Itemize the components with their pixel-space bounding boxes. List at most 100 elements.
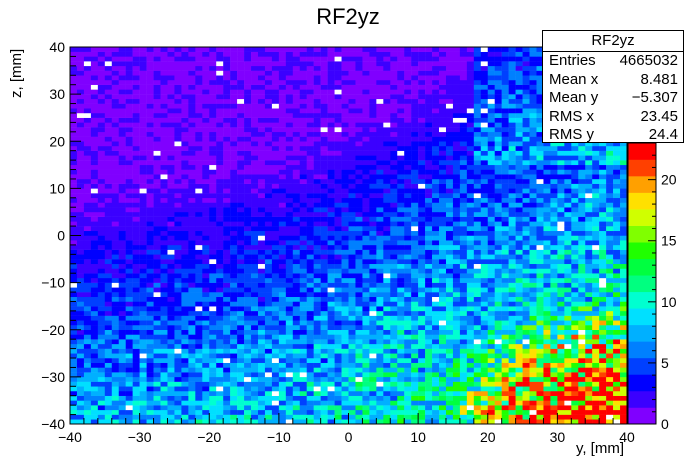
heatmap-cell — [606, 273, 614, 279]
heatmap-cell — [271, 230, 280, 236]
heatmap-cell — [146, 155, 154, 161]
heatmap-cell — [466, 216, 475, 222]
heatmap-cell — [564, 145, 572, 151]
heatmap-cell — [501, 221, 509, 227]
heatmap-cell — [285, 405, 294, 411]
heatmap-cell — [111, 268, 119, 274]
heatmap-cell — [411, 131, 419, 137]
heatmap-cell — [153, 174, 161, 180]
heatmap-cell — [306, 405, 314, 411]
heatmap-cell — [313, 315, 321, 321]
heatmap-cell — [195, 310, 203, 316]
heatmap-cell — [174, 320, 182, 326]
heatmap-cell — [160, 343, 168, 349]
heatmap-cell — [466, 244, 475, 250]
heatmap-cell — [348, 419, 356, 425]
heatmap-cell — [125, 136, 133, 142]
heatmap-cell — [369, 268, 377, 274]
heatmap-cell — [264, 310, 273, 316]
heatmap-cell — [271, 127, 280, 133]
heatmap-cell — [327, 150, 335, 156]
heatmap-cell — [466, 226, 475, 232]
heatmap-cell — [418, 358, 426, 363]
heatmap-cell — [362, 292, 370, 298]
heatmap-cell — [174, 362, 182, 368]
heatmap-cell — [459, 325, 468, 330]
heatmap-cell — [606, 334, 614, 340]
heatmap-cell — [501, 282, 509, 288]
heatmap-cell — [515, 263, 523, 269]
heatmap-cell — [223, 320, 231, 326]
heatmap-cell — [146, 240, 154, 246]
heatmap-cell — [223, 164, 231, 170]
heatmap-cell — [188, 329, 196, 335]
heatmap-cell — [341, 188, 349, 194]
heatmap-cell — [195, 419, 203, 425]
heatmap-cell — [522, 240, 530, 246]
heatmap-cell — [209, 207, 217, 213]
heatmap-cell — [118, 362, 126, 368]
heatmap-cell — [160, 150, 168, 156]
heatmap-cell — [125, 254, 133, 260]
heatmap-cell — [536, 409, 544, 415]
heatmap-cell — [216, 244, 224, 250]
heatmap-cell — [445, 131, 454, 137]
heatmap-cell — [188, 277, 196, 283]
heatmap-cell — [264, 358, 273, 363]
heatmap-cell — [188, 178, 196, 184]
heatmap-cell — [425, 372, 433, 378]
heatmap-cell — [362, 310, 370, 316]
heatmap-cell — [167, 400, 175, 406]
heatmap-cell — [480, 343, 488, 349]
heatmap-cell — [160, 395, 168, 401]
heatmap-cell — [139, 202, 147, 208]
heatmap-cell — [278, 211, 287, 217]
heatmap-cell — [216, 221, 224, 227]
heatmap-cell — [278, 376, 287, 382]
heatmap-cell — [292, 235, 301, 241]
heatmap-cell — [209, 339, 217, 345]
heatmap-cell — [390, 145, 398, 151]
heatmap-cell — [306, 381, 314, 387]
heatmap-cell — [313, 145, 321, 151]
heatmap-cell — [585, 287, 593, 293]
heatmap-cell — [578, 277, 586, 283]
heatmap-cell — [195, 150, 203, 156]
heatmap-cell — [237, 329, 245, 335]
heatmap-cell — [425, 405, 433, 411]
heatmap-cell — [327, 320, 335, 326]
heatmap-cell — [341, 141, 349, 147]
heatmap-cell — [501, 226, 509, 232]
heatmap-cell — [160, 178, 168, 184]
heatmap-cell — [383, 164, 391, 170]
heatmap-cell — [362, 183, 370, 189]
heatmap-cell — [432, 277, 440, 283]
heatmap-cell — [76, 334, 85, 340]
heatmap-cell — [411, 226, 419, 232]
heatmap-cell — [251, 268, 259, 274]
heatmap-cell — [487, 174, 495, 180]
heatmap-cell — [306, 202, 314, 208]
heatmap-cell — [494, 329, 502, 335]
heatmap-cell — [306, 400, 314, 406]
heatmap-cell — [425, 193, 433, 199]
heatmap-cell — [209, 414, 217, 420]
heatmap-cell — [237, 226, 245, 232]
heatmap-cell — [209, 409, 217, 415]
heatmap-cell — [132, 315, 140, 321]
heatmap-cell — [230, 145, 238, 151]
heatmap-cell — [480, 405, 488, 411]
heatmap-cell — [118, 325, 126, 330]
heatmap-cell — [369, 211, 377, 217]
heatmap-cell — [230, 315, 238, 321]
heatmap-cell — [557, 325, 565, 330]
heatmap-cell — [606, 343, 614, 349]
heatmap-cell — [620, 216, 628, 222]
heatmap-cell — [466, 292, 475, 298]
heatmap-cell — [536, 315, 544, 321]
heatmap-cell — [620, 358, 628, 363]
heatmap-cell — [585, 259, 593, 265]
heatmap-cell — [432, 193, 440, 199]
heatmap-cell — [571, 150, 579, 156]
heatmap-cell — [480, 188, 488, 194]
